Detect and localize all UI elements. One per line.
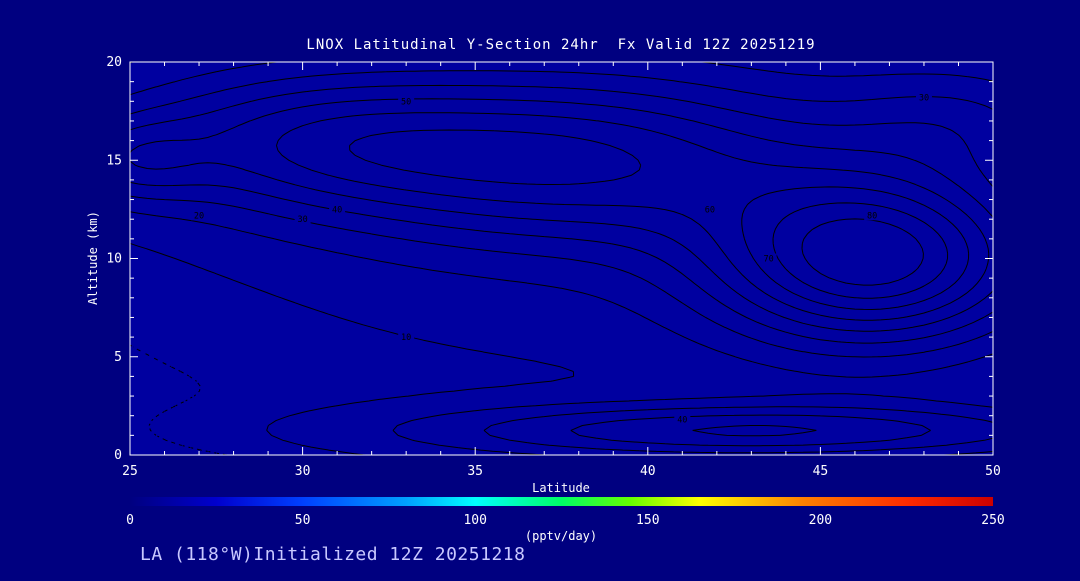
contour-label: 70 [763,255,773,265]
contour-label: 20 [194,211,204,221]
contour-level-30 [129,70,994,454]
contour-label: 10 [401,333,411,343]
footer-text: LA (118°W)Initialized 12Z 20251218 [140,544,525,565]
contour-label: 40 [332,205,342,215]
x-tick-label: 25 [122,464,138,479]
axis-tick-labels: 25 30 35 40 45 50 0 5 10 15 20 [106,55,1000,479]
contour-level-5 [129,344,228,456]
y-tick-label: 5 [114,350,122,365]
contour-label-bg [674,414,691,425]
contour-label-bg [701,204,718,215]
x-axis-label: Latitude [532,481,590,495]
contour-level-70 [349,129,970,310]
x-tick-label: 40 [640,464,656,479]
colorbar-tick-label: 200 [809,513,832,528]
y-axis-label: Altitude (km) [86,211,100,305]
colorbar-unit-label: (pptv/day) [525,529,597,543]
contour-level-90 [801,218,924,286]
chart-title: LNOX Latitudinal Y-Section 24hr Fx Valid… [306,37,815,53]
contour-label: 30 [919,93,929,103]
contour-label: 60 [705,205,715,215]
contour-level-20 [129,61,994,456]
x-tick-label: 50 [985,464,1001,479]
contour-level-10 [129,61,575,456]
x-tick-label: 30 [295,464,311,479]
contour-level-80 [772,202,949,299]
colorbar-tick-labels: 0 50 100 150 200 250 [126,513,1005,528]
y-tick-label: 10 [106,252,122,267]
colorbar-tick-label: 0 [126,513,134,528]
x-tick-label: 35 [467,464,483,479]
contour-label-bg [864,210,881,221]
contour-lines [129,61,994,456]
contour-label-bg [398,332,415,343]
x-tick-label: 45 [813,464,829,479]
contour-label: 50 [401,97,411,107]
axis-ticks [129,61,994,456]
contour-label-bg [398,96,415,107]
colorbar-tick-label: 50 [295,513,311,528]
contour-level-50 [129,98,994,437]
contour-label-bg [294,214,311,225]
contour-label-bg [760,253,777,264]
contour-label-bg [191,210,208,221]
contour-labels: 80 70 60 50 40 40 30 30 20 10 [191,92,932,426]
contour-label: 30 [297,215,307,225]
y-tick-label: 15 [106,153,122,168]
y-tick-label: 20 [106,55,122,70]
colorbar-tick-label: 100 [463,513,486,528]
y-tick-label: 0 [114,448,122,463]
colorbar-tick-label: 150 [636,513,659,528]
contour-level-60 [276,112,990,321]
contour-label-bg [329,204,346,215]
colorbar-tick-label: 250 [981,513,1004,528]
contour-label: 80 [867,211,877,221]
contour-label-bg [915,92,932,103]
contour-label: 40 [677,416,687,426]
colorbar [130,497,993,506]
